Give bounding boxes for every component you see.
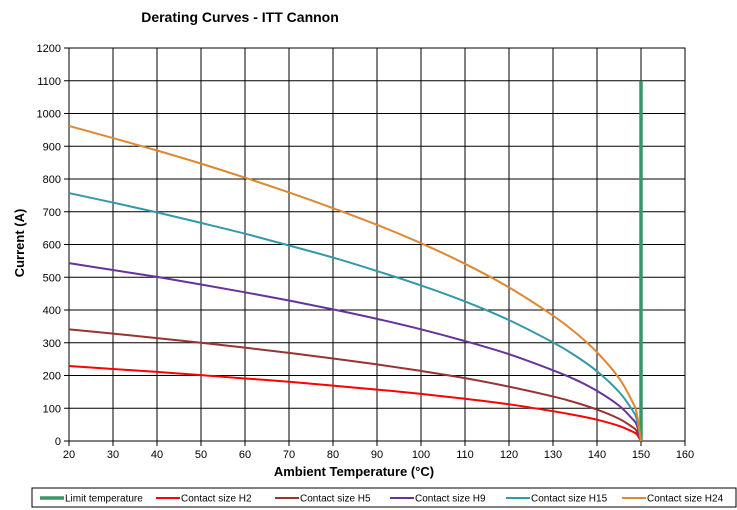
x-tick-label: 140 [588, 449, 606, 461]
x-axis: 20 30 40 50 60 70 80 90 100 110 120 130 140 150 160 [63, 441, 694, 461]
y-tick-label: 600 [43, 240, 61, 252]
legend-label: Contact size H15 [531, 494, 608, 505]
x-tick-label: 100 [412, 449, 430, 461]
x-tick-label: 150 [632, 449, 650, 461]
x-tick-label: 50 [195, 449, 207, 461]
x-tick-label: 110 [456, 449, 474, 461]
x-tick-label: 160 [676, 449, 694, 461]
legend-box [31, 487, 737, 508]
y-tick-label: 1100 [37, 76, 61, 88]
x-tick-label: 80 [327, 449, 339, 461]
y-tick-label: 200 [43, 371, 61, 383]
legend-label: Contact size H2 [181, 494, 252, 505]
x-tick-label: 60 [239, 449, 251, 461]
x-tick-label: 30 [107, 449, 119, 461]
legend-label: Contact size H9 [415, 494, 486, 505]
y-tick-label: 1200 [37, 43, 61, 55]
x-tick-label: 120 [500, 449, 518, 461]
y-tick-label: 400 [43, 305, 61, 317]
x-tick-label: 20 [63, 449, 75, 461]
x-tick-label: 40 [151, 449, 163, 461]
series-line-contact-size-h15 [68, 192, 642, 442]
y-tick-label: 300 [43, 338, 61, 350]
grid [68, 47, 686, 442]
y-axis: 0 100 200 300 400 500 600 700 800 900 1000 1100 1200 [37, 43, 69, 448]
x-axis-title: Ambient Temperature (°C) [274, 464, 434, 479]
series-layer [68, 80, 643, 442]
x-tick-label: 70 [283, 449, 295, 461]
chart-title: Derating Curves - ITT Cannon [141, 9, 339, 25]
y-tick-label: 800 [43, 174, 61, 186]
y-tick-label: 500 [43, 272, 61, 284]
legend: Limit temperature Contact size H2 Contact … [40, 494, 724, 505]
series-line-contact-size-h5 [68, 328, 642, 442]
series-line-contact-size-h24 [68, 124, 642, 442]
legend-label: Contact size H24 [647, 494, 724, 505]
y-tick-label: 900 [43, 141, 61, 153]
y-tick-label: 0 [55, 436, 61, 448]
legend-label: Limit temperature [65, 494, 143, 505]
y-tick-label: 700 [43, 207, 61, 219]
x-tick-label: 90 [371, 449, 383, 461]
y-tick-label: 1000 [37, 109, 61, 121]
legend-label: Contact size H5 [300, 494, 371, 505]
x-tick-label: 130 [544, 449, 562, 461]
y-tick-label: 100 [43, 403, 61, 415]
y-axis-title: Current (A) [12, 209, 27, 278]
series-line-contact-size-h9 [68, 262, 642, 442]
series-line-contact-size-h2 [68, 365, 642, 442]
